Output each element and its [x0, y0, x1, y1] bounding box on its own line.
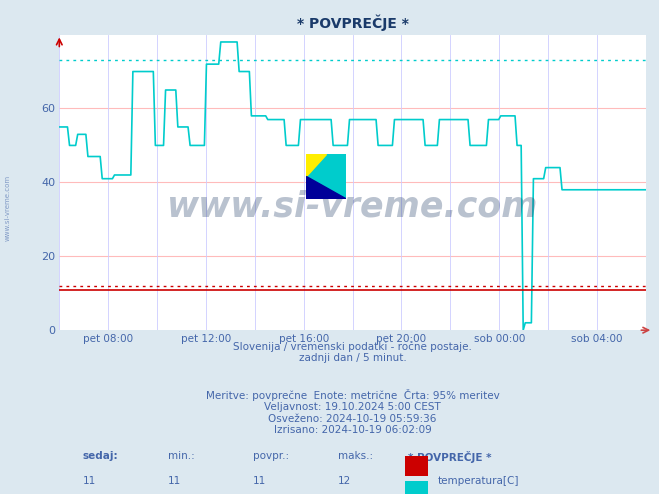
- Polygon shape: [306, 154, 326, 176]
- Bar: [405, 481, 428, 494]
- Text: min.:: min.:: [168, 451, 194, 460]
- Text: 11: 11: [253, 476, 266, 486]
- Text: sedaj:: sedaj:: [83, 451, 119, 460]
- Title: * POVPREČJE *: * POVPREČJE *: [297, 14, 409, 31]
- Text: * POVPREČJE *: * POVPREČJE *: [409, 451, 492, 463]
- Polygon shape: [306, 154, 346, 199]
- Text: maks.:: maks.:: [338, 451, 373, 460]
- Text: Slovenija / vremenski podatki - ročne postaje.
zadnji dan / 5 minut.: Slovenija / vremenski podatki - ročne po…: [233, 341, 472, 364]
- Polygon shape: [306, 176, 346, 199]
- Text: www.si-vreme.com: www.si-vreme.com: [5, 174, 11, 241]
- Text: temperatura[C]: temperatura[C]: [438, 476, 519, 486]
- Text: Meritve: povprečne  Enote: metrične  Črta: 95% meritev
Veljavnost: 19.10.2024 5:: Meritve: povprečne Enote: metrične Črta:…: [206, 389, 500, 435]
- Bar: [405, 456, 428, 477]
- Text: 11: 11: [83, 476, 96, 486]
- Text: povpr.:: povpr.:: [253, 451, 289, 460]
- Text: 12: 12: [338, 476, 351, 486]
- Text: www.si-vreme.com: www.si-vreme.com: [167, 189, 538, 223]
- Text: 11: 11: [168, 476, 181, 486]
